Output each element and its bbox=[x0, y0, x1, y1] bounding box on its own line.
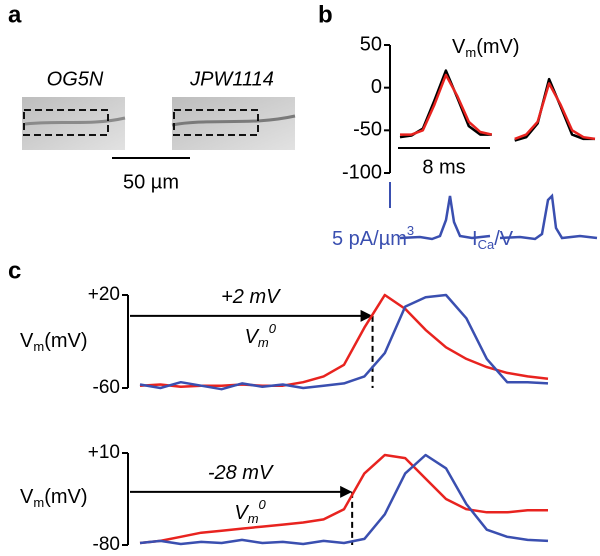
neuron-branch bbox=[171, 114, 296, 127]
panel-label: b bbox=[318, 1, 333, 28]
y-tick-label: +10 bbox=[88, 442, 120, 463]
rich-label: Vm0 bbox=[245, 321, 277, 350]
arrow-head bbox=[360, 309, 373, 322]
image-label: JPW1114 bbox=[189, 68, 274, 90]
y-tick-label: -80 bbox=[93, 534, 120, 555]
label-part: /V bbox=[494, 228, 514, 250]
current-scale-label: 5 pA/µm3 bbox=[332, 223, 414, 250]
rich-label: Vm(mV) bbox=[452, 36, 520, 60]
trace bbox=[139, 453, 549, 546]
label-part: V bbox=[20, 330, 34, 352]
neuron-branch bbox=[24, 116, 126, 126]
y-tick-label: -50 bbox=[353, 119, 382, 141]
y-tick-label: -100 bbox=[342, 161, 382, 183]
label-part: 0 bbox=[259, 497, 267, 512]
label-part: m bbox=[248, 511, 259, 526]
image-label: OG5N bbox=[47, 68, 104, 90]
scale-bar-label: 50 µm bbox=[123, 171, 179, 193]
label-part: (mV) bbox=[476, 36, 519, 58]
trace bbox=[139, 293, 549, 391]
label-part: m bbox=[33, 495, 44, 510]
label-part: 0 bbox=[269, 321, 277, 336]
label-part: 5 pA/µm bbox=[332, 228, 407, 250]
label-part: 3 bbox=[407, 223, 414, 238]
trace bbox=[399, 69, 595, 142]
panel-label: c bbox=[8, 257, 21, 284]
threshold-label: +2 mV bbox=[221, 286, 281, 308]
label-part: Ca bbox=[478, 237, 495, 252]
label-part: V bbox=[20, 486, 34, 508]
label-part: V bbox=[452, 36, 466, 58]
y-tick-label: 0 bbox=[371, 76, 382, 98]
label-part: V bbox=[234, 502, 249, 524]
label-part: V bbox=[245, 326, 260, 348]
label-part: I bbox=[472, 228, 478, 250]
label-part: m bbox=[258, 335, 269, 350]
label-part: (mV) bbox=[44, 330, 87, 352]
trace bbox=[400, 73, 596, 141]
label-part: (mV) bbox=[44, 486, 87, 508]
time-scale-label: 8 ms bbox=[422, 156, 465, 178]
y-tick-label: -60 bbox=[93, 377, 120, 398]
threshold-label: -28 mV bbox=[208, 462, 274, 484]
arrow-head bbox=[340, 485, 353, 498]
rich-label: Vm(mV) bbox=[20, 330, 88, 354]
y-tick-label: 50 bbox=[360, 33, 382, 55]
current-label: ICa/V bbox=[472, 228, 514, 252]
trace bbox=[139, 293, 549, 389]
calcium-current-trace bbox=[399, 193, 598, 241]
trace bbox=[139, 453, 548, 545]
label-part: m bbox=[33, 339, 44, 354]
y-tick-label: +20 bbox=[88, 284, 120, 305]
label-part: m bbox=[465, 45, 476, 60]
rich-label: Vm(mV) bbox=[20, 486, 88, 510]
rich-label: Vm0 bbox=[234, 497, 266, 526]
panel-label: a bbox=[8, 1, 22, 28]
